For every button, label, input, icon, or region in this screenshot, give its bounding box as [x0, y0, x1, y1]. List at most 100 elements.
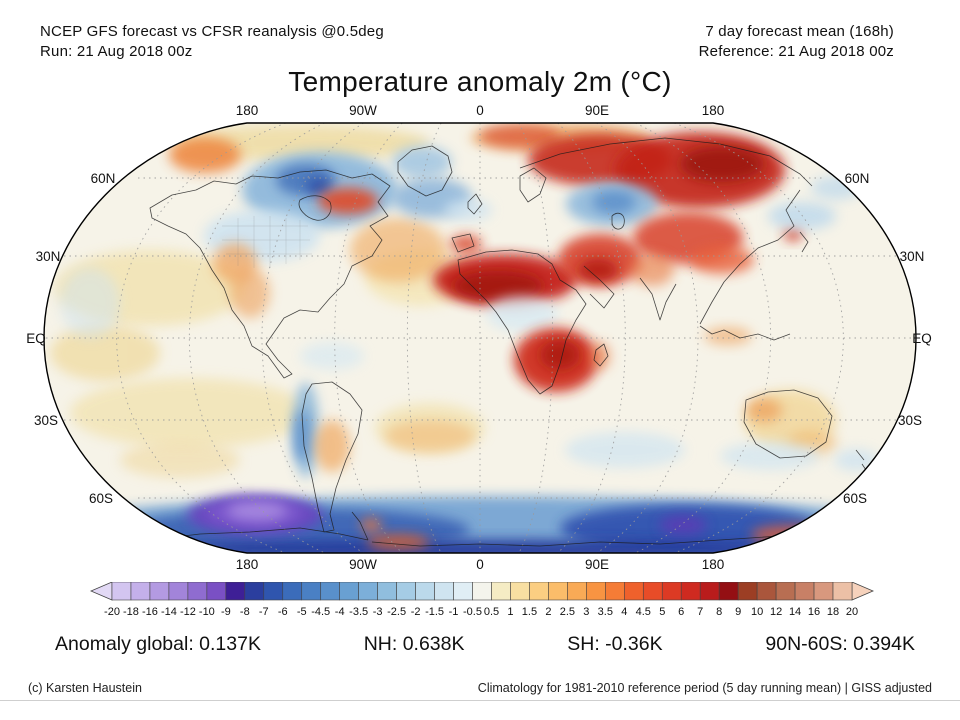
- colorbar-tick-label: -5: [297, 606, 307, 618]
- colorbar-tick-label: -10: [199, 606, 215, 618]
- anomaly-blob: [578, 258, 618, 282]
- stat-sh: SH: -0.36K: [567, 633, 663, 655]
- anomaly-blob: [318, 188, 378, 214]
- colorbar-tick-label: -7: [259, 606, 269, 618]
- anomaly-blob: [720, 442, 820, 470]
- latitude-label-left: EQ: [26, 331, 46, 346]
- colorbar-tick-label: -4.5: [311, 606, 330, 618]
- us-state-borders: [222, 216, 312, 268]
- colorbar-tick-label: 2.5: [560, 606, 575, 618]
- latitude-label-left: 60N: [91, 171, 116, 186]
- colorbar-segment: [567, 581, 587, 601]
- anomaly-blob: [314, 420, 350, 472]
- world-map: 180 90W 0 90E 180 180 90W 0 90E 180 60N 30N EQ 30S 60S…: [0, 98, 960, 576]
- anomaly-blob: [751, 525, 835, 545]
- anomaly-blob: [540, 340, 580, 370]
- bottom-divider: [0, 700, 960, 701]
- anomaly-blob: [680, 146, 764, 182]
- meridian-label-top: 90E: [585, 103, 609, 118]
- colorbar-tick-label: 5: [659, 606, 665, 618]
- anomaly-blob: [306, 178, 330, 194]
- colorbar: -20 -18 -16 -14 -12 -10 -9 -8 -7 -6 -5 -4.5 -4 -3.5 -3…: [89, 581, 875, 620]
- colorbar-tick-label: -8: [240, 606, 250, 618]
- colorbar-segment: [775, 581, 796, 601]
- colorbar-tick-label: -20: [104, 606, 120, 618]
- colorbar-tick-label: -1: [449, 606, 459, 618]
- colorbar-segment: [491, 581, 511, 601]
- anomaly-blob: [392, 146, 452, 178]
- colorbar-segment: [529, 581, 549, 601]
- meridian-label-bottom: 180: [236, 557, 259, 572]
- anomaly-blob: [480, 124, 560, 148]
- latitude-label-right: 30S: [898, 413, 922, 428]
- colorbar-segment: [624, 581, 644, 601]
- colorbar-segment: [244, 581, 265, 601]
- forecast-info-header: 7 day forecast mean (168h) Reference: 21 …: [699, 22, 894, 62]
- latitude-label-left: 30S: [34, 413, 58, 428]
- anomaly-blob: [834, 449, 878, 471]
- colorbar-segment: [358, 581, 378, 601]
- footer: (c) Karsten Haustein Climatology for 198…: [28, 681, 932, 695]
- colorbar-right-arrow: [851, 581, 875, 601]
- latitude-label-left: 30N: [36, 249, 61, 264]
- colorbar-segment: [794, 581, 815, 601]
- colorbar-segment: [206, 581, 227, 601]
- anomaly-blob: [60, 268, 120, 338]
- map-axis-labels: 180 90W 0 90E 180 180 90W 0 90E 180 60N 30N EQ 30S 60S…: [26, 103, 932, 572]
- world-map-svg: 180 90W 0 90E 180 180 90W 0 90E 180 60N 30N EQ 30S 60S…: [26, 103, 932, 572]
- colorbar-segment: [149, 581, 170, 601]
- colorbar-tick-label: -3: [373, 606, 383, 618]
- colorbar-tick-label: 1: [507, 606, 513, 618]
- colorbar-tick-label: -14: [161, 606, 177, 618]
- colorbar-tick-label: 6: [678, 606, 684, 618]
- colorbar-segment: [453, 581, 473, 601]
- colorbar-tick-label: 16: [808, 606, 820, 618]
- graticule: [46, 123, 914, 553]
- map-outline: [43, 122, 917, 554]
- colorbar-tick-label: -16: [142, 606, 158, 618]
- colorbar-tick-label: 0.5: [484, 606, 499, 618]
- colorbar-segment: [699, 581, 720, 601]
- colorbar-segment: [339, 581, 359, 601]
- colorbar-segment: [472, 581, 492, 601]
- colorbar-segment: [813, 581, 834, 601]
- colorbar-segment: [434, 581, 454, 601]
- colorbar-tick-label: -2.5: [387, 606, 406, 618]
- colorbar-tick-label: 3: [583, 606, 589, 618]
- colorbar-segment: [510, 581, 530, 601]
- colorbar-tick-label: -1.5: [425, 606, 444, 618]
- summary-stats: Anomaly global: 0.137K NH: 0.638K SH: -0…: [55, 633, 915, 656]
- colorbar-tick-label: 7: [697, 606, 703, 618]
- forecast-mean-line: 7 day forecast mean (168h): [705, 23, 894, 40]
- meridian-label-top: 90W: [349, 103, 377, 118]
- meridian-label-top: 180: [236, 103, 259, 118]
- anomaly-blob: [50, 325, 160, 381]
- latitude-label-right: EQ: [912, 331, 932, 346]
- anomaly-blob: [450, 235, 482, 253]
- anomaly-blob: [704, 327, 752, 345]
- colorbar-tick-label: 8: [716, 606, 722, 618]
- model-info-header: NCEP GFS forecast vs CFSR reanalysis @0.…: [40, 22, 384, 62]
- meridian-label-bottom: 0: [476, 557, 484, 572]
- meridian-label-top: 180: [702, 103, 725, 118]
- reference-line: Reference: 21 Aug 2018 00z: [698, 43, 894, 60]
- meridian-label-bottom: 90W: [349, 557, 377, 572]
- colorbar-segment: [756, 581, 777, 601]
- anomaly-blob: [366, 534, 430, 550]
- footer-climatology-note: Climatology for 1981-2010 reference peri…: [477, 681, 932, 695]
- anomaly-blob: [630, 254, 674, 286]
- colorbar-tick-label: -6: [278, 606, 288, 618]
- colorbar-segment: [680, 581, 701, 601]
- colorbar-tick-label: 4: [621, 606, 627, 618]
- colorbar-tick-label: 4.5: [636, 606, 651, 618]
- anomaly-blob: [444, 199, 492, 221]
- anomaly-blob: [227, 502, 287, 520]
- colorbar-tick-label: -3.5: [349, 606, 368, 618]
- colorbar-segment: [225, 581, 246, 601]
- colorbar-left-arrow: [89, 581, 113, 601]
- colorbar-segment: [168, 581, 189, 601]
- colorbar-segment: [548, 581, 568, 601]
- colorbar-tick-label: -2: [411, 606, 421, 618]
- coastlines: [149, 137, 871, 547]
